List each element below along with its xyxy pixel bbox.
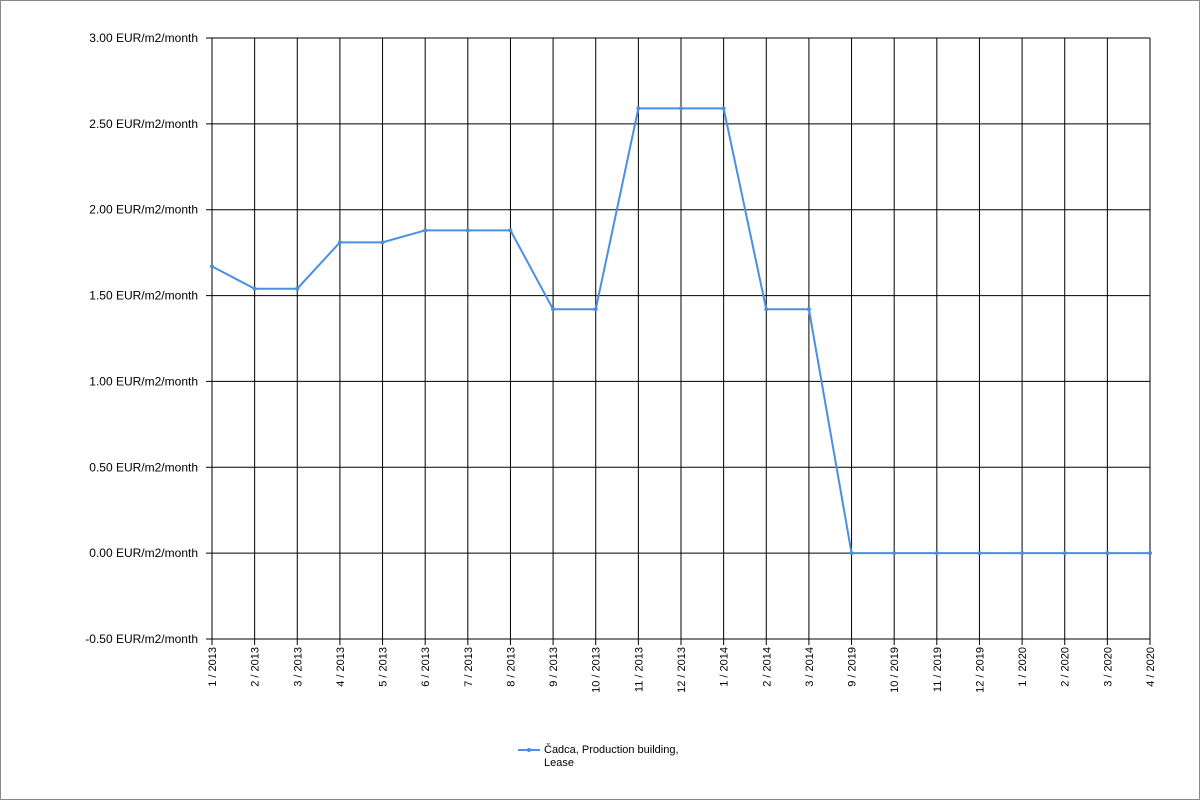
x-tick-label: 10 / 2019 bbox=[889, 647, 901, 693]
x-tick-label: 11 / 2019 bbox=[932, 647, 944, 692]
point bbox=[1148, 551, 1152, 556]
point bbox=[551, 307, 556, 312]
legend-label: Čadca, Production building, Lease bbox=[544, 744, 679, 769]
y-tick-label: 2.00 EUR/m2/month bbox=[89, 203, 198, 217]
point bbox=[337, 240, 342, 245]
x-tick-label: 6 / 2013 bbox=[420, 647, 432, 687]
x-tick-label: 3 / 2014 bbox=[804, 647, 816, 687]
point bbox=[423, 228, 428, 233]
point bbox=[252, 286, 257, 291]
y-tick-label: -0.50 EUR/m2/month bbox=[85, 632, 198, 646]
x-tick-label: 5 / 2013 bbox=[378, 647, 390, 687]
x-tick-label: 2 / 2014 bbox=[761, 647, 773, 687]
x-tick-label: 11 / 2013 bbox=[633, 647, 645, 692]
x-tick-label: 9 / 2013 bbox=[548, 647, 560, 687]
y-tick-label: 3.00 EUR/m2/month bbox=[89, 31, 198, 45]
point bbox=[210, 264, 214, 269]
point bbox=[934, 551, 939, 556]
y-tick-label: 1.00 EUR/m2/month bbox=[89, 374, 198, 388]
legend: Čadca, Production building, Lease bbox=[518, 744, 694, 770]
point bbox=[508, 228, 513, 233]
x-tick-label: 12 / 2019 bbox=[974, 647, 986, 693]
point bbox=[806, 307, 811, 312]
y-tick-label: 0.50 EUR/m2/month bbox=[89, 460, 198, 474]
x-tick-label: 4 / 2013 bbox=[335, 647, 347, 687]
y-tick-label: 0.00 EUR/m2/month bbox=[89, 546, 198, 560]
x-tick-label: 9 / 2019 bbox=[847, 647, 859, 687]
x-tick-label: 7 / 2013 bbox=[463, 647, 475, 687]
x-tick-label: 4 / 2020 bbox=[1145, 647, 1157, 687]
x-tick-label: 3 / 2020 bbox=[1102, 647, 1114, 687]
point bbox=[295, 286, 300, 291]
y-tick-label: 1.50 EUR/m2/month bbox=[89, 289, 198, 303]
x-tick-label: 2 / 2013 bbox=[250, 647, 262, 687]
point bbox=[764, 307, 769, 312]
point bbox=[849, 551, 854, 556]
point bbox=[380, 240, 385, 245]
x-tick-label: 3 / 2013 bbox=[292, 647, 304, 687]
legend-swatch bbox=[518, 748, 540, 752]
x-tick-label: 1 / 2020 bbox=[1017, 647, 1029, 687]
point bbox=[636, 106, 641, 111]
point bbox=[593, 307, 598, 312]
x-tick-label: 2 / 2020 bbox=[1060, 647, 1072, 687]
y-tick-label: 2.50 EUR/m2/month bbox=[89, 117, 198, 131]
point bbox=[465, 228, 470, 233]
point bbox=[977, 551, 982, 556]
point bbox=[721, 106, 726, 111]
point bbox=[1020, 551, 1025, 556]
point bbox=[892, 551, 897, 556]
x-tick-label: 8 / 2013 bbox=[505, 647, 517, 687]
x-tick-label: 12 / 2013 bbox=[676, 647, 688, 693]
point bbox=[1062, 551, 1067, 556]
x-tick-label: 1 / 2014 bbox=[719, 647, 731, 687]
point bbox=[679, 106, 683, 111]
x-tick-label: 10 / 2013 bbox=[591, 647, 603, 693]
x-tick-label: 1 / 2013 bbox=[207, 647, 219, 687]
point bbox=[1105, 551, 1110, 556]
